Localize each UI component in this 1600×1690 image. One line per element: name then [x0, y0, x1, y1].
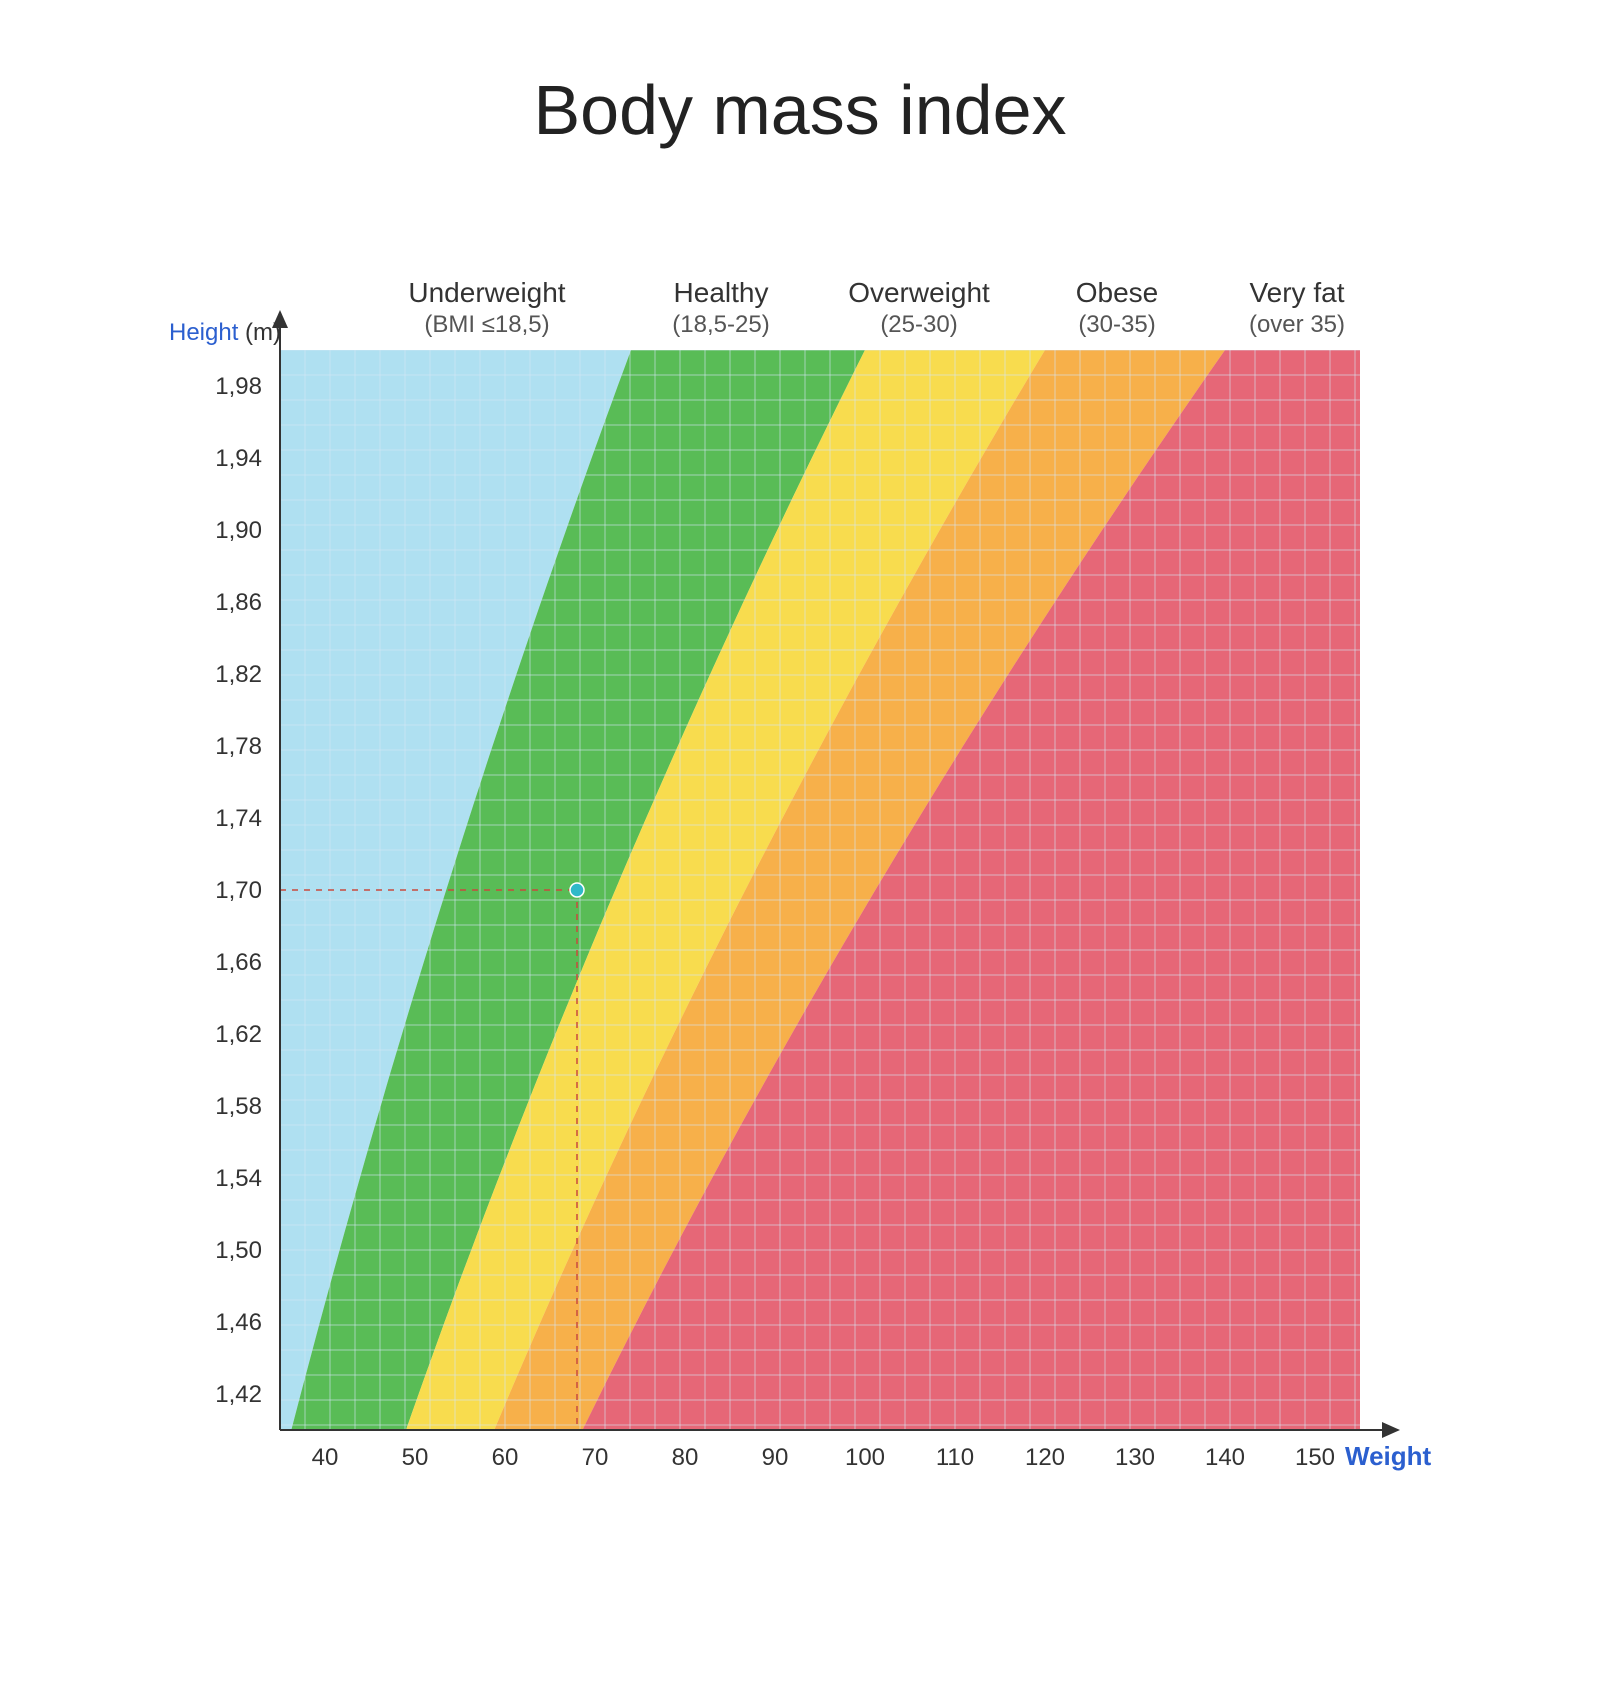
- y-tick-label: 1,70: [215, 877, 262, 904]
- y-tick-label: 1,82: [215, 661, 262, 688]
- category-label: Underweight: [408, 277, 565, 308]
- category-range: (BMI ≤18,5): [424, 311, 549, 338]
- category-range: (25-30): [880, 311, 957, 338]
- x-tick-label: 40: [312, 1444, 339, 1471]
- x-tick-label: 140: [1205, 1444, 1245, 1471]
- y-tick-label: 1,78: [215, 733, 262, 760]
- x-tick-label: 150: [1295, 1444, 1335, 1471]
- y-tick-label: 1,62: [215, 1021, 262, 1048]
- x-tick-label: 120: [1025, 1444, 1065, 1471]
- y-tick-label: 1,66: [215, 949, 262, 976]
- chart-title: Body mass index: [0, 70, 1600, 150]
- category-range: (30-35): [1078, 311, 1155, 338]
- y-axis-title: Height (m): [169, 319, 281, 346]
- x-tick-label: 130: [1115, 1444, 1155, 1471]
- x-tick-label: 90: [762, 1444, 789, 1471]
- x-tick-label: 60: [492, 1444, 519, 1471]
- bmi-chart: 1,42 1,46 1,50 1,54 1,58 1,62 1,66 1,70 1,74 1,78…: [160, 260, 1440, 1560]
- category-range: (18,5-25): [672, 311, 769, 338]
- y-tick-label: 1,42: [215, 1381, 262, 1408]
- x-tick-label: 100: [845, 1444, 885, 1471]
- category-label: Overweight: [848, 277, 990, 308]
- category-label: Very fat: [1250, 277, 1345, 308]
- example-point-marker: [570, 883, 584, 897]
- y-tick-label: 1,86: [215, 589, 262, 616]
- category-label: Healthy: [674, 277, 769, 308]
- x-tick-label: 80: [672, 1444, 699, 1471]
- y-tick-label: 1,46: [215, 1309, 262, 1336]
- x-tick-label: 70: [582, 1444, 609, 1471]
- y-tick-label: 1,94: [215, 445, 262, 472]
- y-tick-label: 1,54: [215, 1165, 262, 1192]
- x-axis-title: Weight (kg): [1345, 1441, 1440, 1471]
- x-tick-label: 50: [402, 1444, 429, 1471]
- category-range: (over 35): [1249, 311, 1345, 338]
- y-tick-label: 1,50: [215, 1237, 262, 1264]
- y-tick-label: 1,90: [215, 517, 262, 544]
- x-tick-label: 110: [936, 1444, 974, 1471]
- category-label: Obese: [1076, 277, 1159, 308]
- y-tick-label: 1,58: [215, 1093, 262, 1120]
- y-tick-label: 1,74: [215, 805, 262, 832]
- y-tick-label: 1,98: [215, 373, 262, 400]
